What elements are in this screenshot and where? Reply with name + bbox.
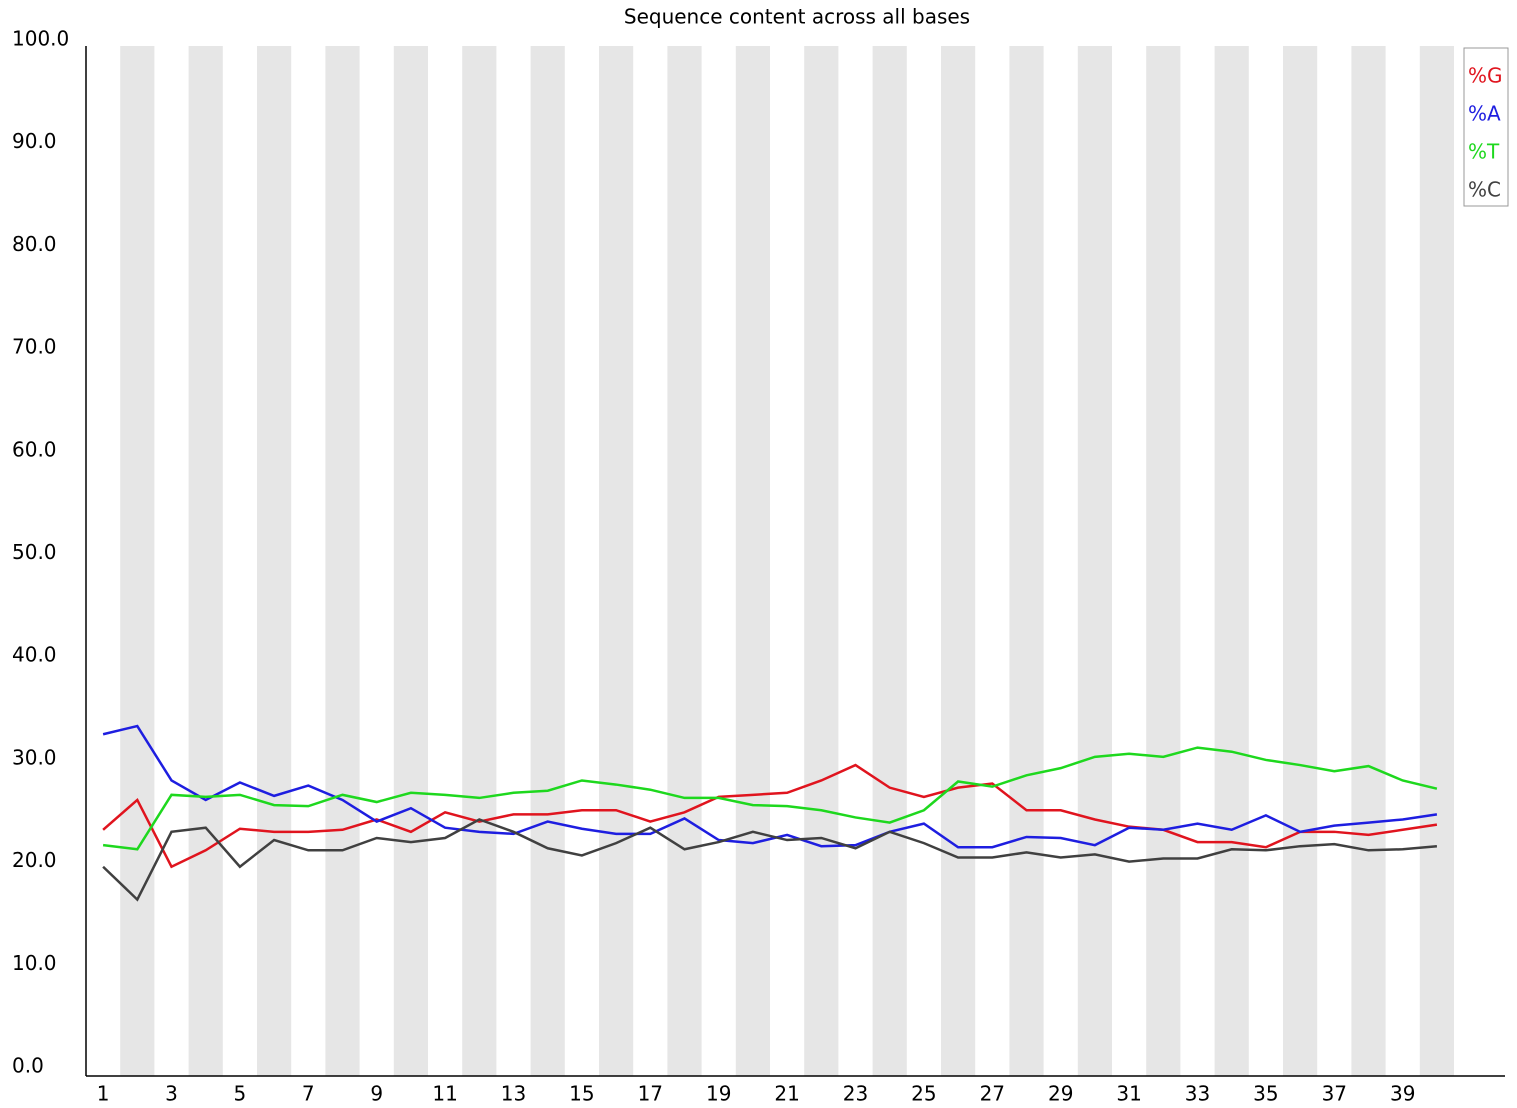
x-tick-label: 37 (1322, 1082, 1347, 1106)
x-tick-label: 21 (774, 1082, 799, 1106)
band-stripe (1351, 46, 1386, 1076)
x-tick-label: 25 (911, 1082, 936, 1106)
band-stripe (599, 46, 634, 1076)
band-stripe (1283, 46, 1318, 1076)
series-line (102, 724, 1438, 849)
legend-label: %A (1468, 102, 1501, 126)
band-stripe (1146, 46, 1181, 1076)
y-tick-label: 60.0 (12, 437, 57, 461)
band-stripe (804, 46, 839, 1076)
x-tick-label: 7 (302, 1082, 315, 1106)
band-stripe (120, 46, 155, 1076)
series-line (102, 818, 1438, 902)
band-stripe (1214, 46, 1249, 1076)
x-tick-label: 11 (432, 1082, 457, 1106)
x-tick-label: 33 (1185, 1082, 1210, 1106)
x-tick-label: 23 (843, 1082, 868, 1106)
x-tick-label: 3 (165, 1082, 178, 1106)
x-tick-label: 19 (706, 1082, 731, 1106)
x-tick-label: 39 (1390, 1082, 1415, 1106)
chart-title: Sequence content across all bases (624, 5, 970, 29)
x-tick-label: 13 (501, 1082, 526, 1106)
band-stripe (872, 46, 907, 1076)
legend-label: %C (1468, 178, 1501, 202)
y-tick-label: 40.0 (12, 643, 57, 667)
x-tick-label: 17 (638, 1082, 663, 1106)
band-stripe (188, 46, 223, 1076)
band-stripe (530, 46, 565, 1076)
y-tick-label: 100.0 (12, 27, 69, 51)
y-tick-label: 80.0 (12, 232, 57, 256)
x-tick-label: 31 (1116, 1082, 1141, 1106)
band-stripe (325, 46, 360, 1076)
series-line (102, 763, 1438, 869)
y-tick-label: 0.0 (12, 1054, 44, 1078)
band-stripe (735, 46, 770, 1076)
x-tick-label: 5 (234, 1082, 247, 1106)
x-tick-label: 35 (1253, 1082, 1278, 1106)
legend-label: %T (1468, 140, 1500, 164)
band-stripe (667, 46, 702, 1076)
y-tick-label: 30.0 (12, 745, 57, 769)
series-line (102, 746, 1438, 851)
band-stripe (462, 46, 497, 1076)
band-stripe (1077, 46, 1112, 1076)
band-stripe (941, 46, 976, 1076)
band-stripe (257, 46, 292, 1076)
y-tick-label: 70.0 (12, 335, 57, 359)
legend-box (1463, 47, 1509, 207)
x-tick-label: 1 (97, 1082, 110, 1106)
band-stripe (1009, 46, 1044, 1076)
y-tick-label: 50.0 (12, 540, 57, 564)
x-tick-label: 27 (980, 1082, 1005, 1106)
y-tick-label: 20.0 (12, 848, 57, 872)
legend-label: %G (1468, 64, 1503, 88)
y-tick-label: 90.0 (12, 129, 57, 153)
x-tick-label: 29 (1048, 1082, 1073, 1106)
x-tick-label: 9 (370, 1082, 383, 1106)
band-stripe (393, 46, 428, 1076)
x-tick-label: 15 (569, 1082, 594, 1106)
y-tick-label: 10.0 (12, 951, 57, 975)
band-stripe (1419, 46, 1454, 1076)
